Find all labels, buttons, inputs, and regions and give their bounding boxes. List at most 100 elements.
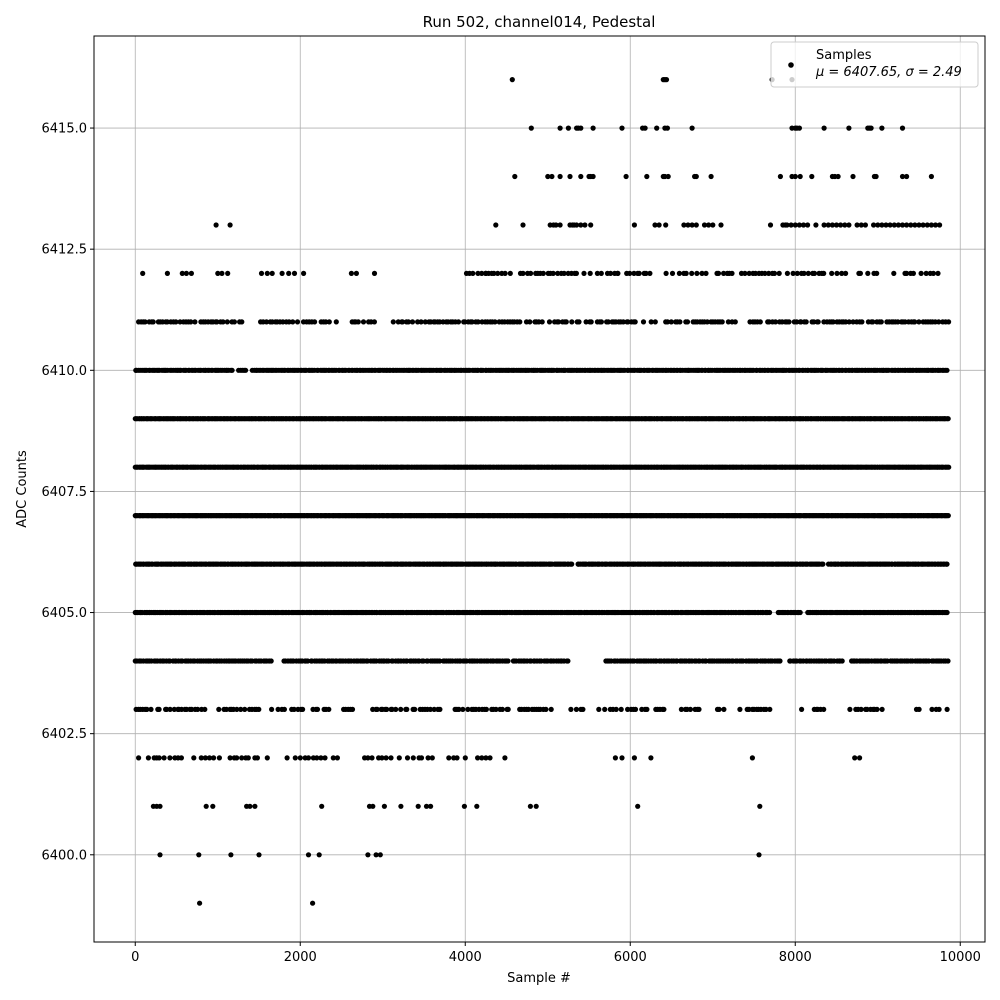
data-point: [858, 222, 864, 228]
data-point: [602, 706, 608, 713]
data-point: [316, 852, 322, 858]
data-point: [216, 755, 222, 761]
data-point: [689, 270, 695, 276]
data-point: [578, 173, 584, 180]
data-point: [786, 319, 792, 325]
data-point: [729, 270, 735, 276]
data-point: [227, 755, 233, 761]
legend: Samples μ = 6407.65, σ = 2.49: [770, 41, 979, 88]
data-point: [647, 270, 653, 276]
data-point: [932, 222, 939, 228]
data-point: [528, 125, 534, 131]
data-point: [415, 803, 421, 809]
data-point: [412, 706, 418, 713]
data-point: [669, 270, 676, 276]
data-point: [495, 270, 501, 276]
data-point: [693, 173, 699, 180]
data-point: [805, 222, 811, 228]
data-point: [140, 270, 146, 276]
data-point: [879, 125, 885, 131]
data-point: [590, 173, 596, 180]
data-point: [348, 270, 354, 276]
data-point: [859, 319, 865, 325]
data-point: [144, 706, 150, 713]
data-point: [689, 222, 695, 228]
data-point: [475, 270, 481, 276]
data-point: [525, 706, 532, 713]
data-point: [871, 222, 877, 228]
data-point: [422, 319, 428, 325]
data-point: [835, 173, 841, 180]
data-point: [314, 755, 320, 761]
data-point: [318, 755, 324, 761]
data-point: [677, 319, 683, 325]
data-point: [767, 706, 773, 713]
data-point: [668, 319, 674, 325]
data-point: [607, 270, 614, 276]
plot-frame: [93, 35, 986, 943]
data-point: [788, 222, 794, 228]
data-point: [156, 706, 162, 713]
data-point: [333, 319, 339, 325]
data-point: [721, 270, 727, 276]
data-point: [196, 852, 202, 858]
data-point: [502, 270, 508, 276]
data-point: [710, 222, 716, 228]
data-point: [618, 706, 624, 713]
data-point: [192, 319, 198, 325]
data-point: [330, 755, 336, 761]
data-point: [369, 755, 375, 761]
data-point: [916, 319, 922, 325]
y-tick-label: 6400.0: [42, 848, 88, 863]
data-point: [219, 270, 225, 276]
data-point: [300, 706, 306, 713]
data-point: [820, 561, 826, 567]
data-point: [581, 270, 587, 276]
data-point: [580, 706, 586, 713]
data-point: [195, 706, 201, 713]
y-tick-label: 6415.0: [42, 122, 88, 137]
data-point: [719, 319, 725, 325]
data-point: [563, 319, 569, 325]
data-point: [899, 173, 906, 180]
data-point: [583, 319, 589, 325]
data-point: [847, 706, 853, 713]
data-point: [281, 706, 287, 713]
data-point: [297, 755, 303, 761]
data-point: [203, 803, 209, 809]
data-point: [631, 270, 637, 276]
data-point: [527, 319, 533, 325]
data-point: [696, 706, 702, 713]
data-point: [706, 222, 712, 228]
data-point: [256, 852, 262, 858]
data-point: [557, 125, 563, 131]
data-point: [588, 319, 594, 325]
data-point: [423, 803, 430, 809]
data-point: [418, 319, 424, 325]
data-point: [945, 658, 951, 664]
data-point: [797, 609, 803, 616]
data-point: [944, 609, 950, 616]
data-point: [663, 222, 669, 228]
data-point: [829, 270, 835, 276]
data-point: [632, 706, 639, 713]
data-point: [539, 319, 545, 325]
data-point: [171, 706, 177, 713]
data-point: [252, 803, 258, 809]
data-point: [642, 125, 648, 131]
data-point: [904, 173, 910, 180]
data-point: [460, 706, 466, 713]
data-point: [533, 803, 539, 809]
data-point: [446, 755, 452, 761]
data-point: [410, 755, 416, 761]
data-point: [353, 270, 359, 276]
data-point: [811, 270, 818, 276]
data-point: [652, 222, 658, 228]
data-point: [234, 755, 240, 761]
data-point: [469, 319, 475, 325]
data-point: [429, 755, 435, 761]
data-point: [491, 270, 497, 276]
data-point: [792, 222, 798, 228]
data-point: [557, 222, 563, 228]
data-point: [228, 852, 234, 858]
